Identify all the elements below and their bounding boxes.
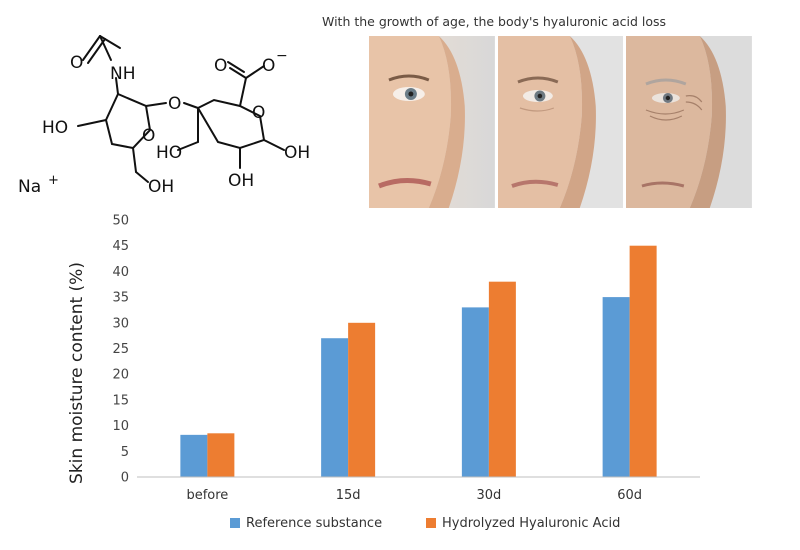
legend-label: Reference substance xyxy=(246,516,382,531)
atom-ring-o-right: O xyxy=(252,103,265,123)
y-tick-label: 10 xyxy=(112,419,129,434)
y-axis-label: Skin moisture content (%) xyxy=(67,262,87,484)
atom-oh-right: OH xyxy=(284,143,310,163)
y-tick-label: 40 xyxy=(112,265,129,280)
face-middle-aged xyxy=(497,36,624,208)
x-tick-label: 15d xyxy=(336,488,361,503)
y-tick-label: 50 xyxy=(112,214,129,229)
y-tick-label: 25 xyxy=(112,342,129,357)
hyaluronate-structure: O NH O O O O − O HO HO OH OH OH Na + xyxy=(8,8,348,198)
charge-minus: − xyxy=(276,48,288,64)
aging-faces-photo xyxy=(369,36,753,208)
bar-reference-before xyxy=(180,434,208,477)
y-tick-label: 30 xyxy=(112,316,129,331)
y-tick-label: 0 xyxy=(121,471,129,486)
legend: Reference substance Hydrolyzed Hyaluronic… xyxy=(230,516,620,531)
atom-ch2oh: OH xyxy=(148,177,174,197)
atom-ho-left: HO xyxy=(42,118,68,138)
bar-hyaluronic-before xyxy=(207,433,235,477)
charge-plus: + xyxy=(48,173,59,188)
x-tick-label: 30d xyxy=(476,488,501,503)
atom-o-carbonyl: O xyxy=(70,53,83,73)
moisture-chart: 0 5 10 15 20 25 30 35 40 45 50 before 15d 30d 60d Ski… xyxy=(0,205,800,545)
face-elderly xyxy=(626,36,753,208)
bar-reference-60d xyxy=(602,297,630,477)
y-tick-label: 5 xyxy=(121,445,129,460)
face-young xyxy=(369,36,495,208)
x-tick-label: 60d xyxy=(617,488,642,503)
bar-hyaluronic-60d xyxy=(629,245,657,477)
y-tick-label: 20 xyxy=(112,368,129,383)
moisture-bar-chart: 0 5 10 15 20 25 30 35 40 45 50 before 15d 30d 60d Ski… xyxy=(67,214,700,531)
bar-series xyxy=(180,245,657,477)
y-tick-label: 35 xyxy=(112,291,129,306)
bar-reference-30d xyxy=(461,307,489,477)
atom-oh-bottom: OH xyxy=(228,171,254,191)
aging-caption: With the growth of age, the body's hyalu… xyxy=(322,14,667,29)
atom-carboxyl-o-minus: O xyxy=(262,56,275,76)
bar-hyaluronic-30d xyxy=(488,281,516,477)
atom-bridge-o: O xyxy=(168,94,181,114)
atom-ring-o-left: O xyxy=(142,126,155,146)
legend-swatch xyxy=(426,518,436,528)
counter-ion-na: Na xyxy=(18,177,41,197)
y-tick-label: 15 xyxy=(112,393,129,408)
x-tick-label: before xyxy=(186,488,228,503)
molecule-diagram: O NH O O O O − O HO HO OH OH OH Na + xyxy=(18,35,310,197)
legend-swatch xyxy=(230,518,240,528)
y-tick-label: 45 xyxy=(112,239,129,254)
atom-carboxyl-o: O xyxy=(214,56,227,76)
atom-ho-mid: HO xyxy=(156,143,182,163)
bar-reference-15d xyxy=(321,338,349,477)
bar-hyaluronic-15d xyxy=(348,322,376,477)
x-axis: before 15d 30d 60d xyxy=(137,476,700,503)
legend-label: Hydrolyzed Hyaluronic Acid xyxy=(442,516,620,531)
atom-nh: NH xyxy=(110,64,136,84)
y-axis: 0 5 10 15 20 25 30 35 40 45 50 xyxy=(112,214,129,486)
